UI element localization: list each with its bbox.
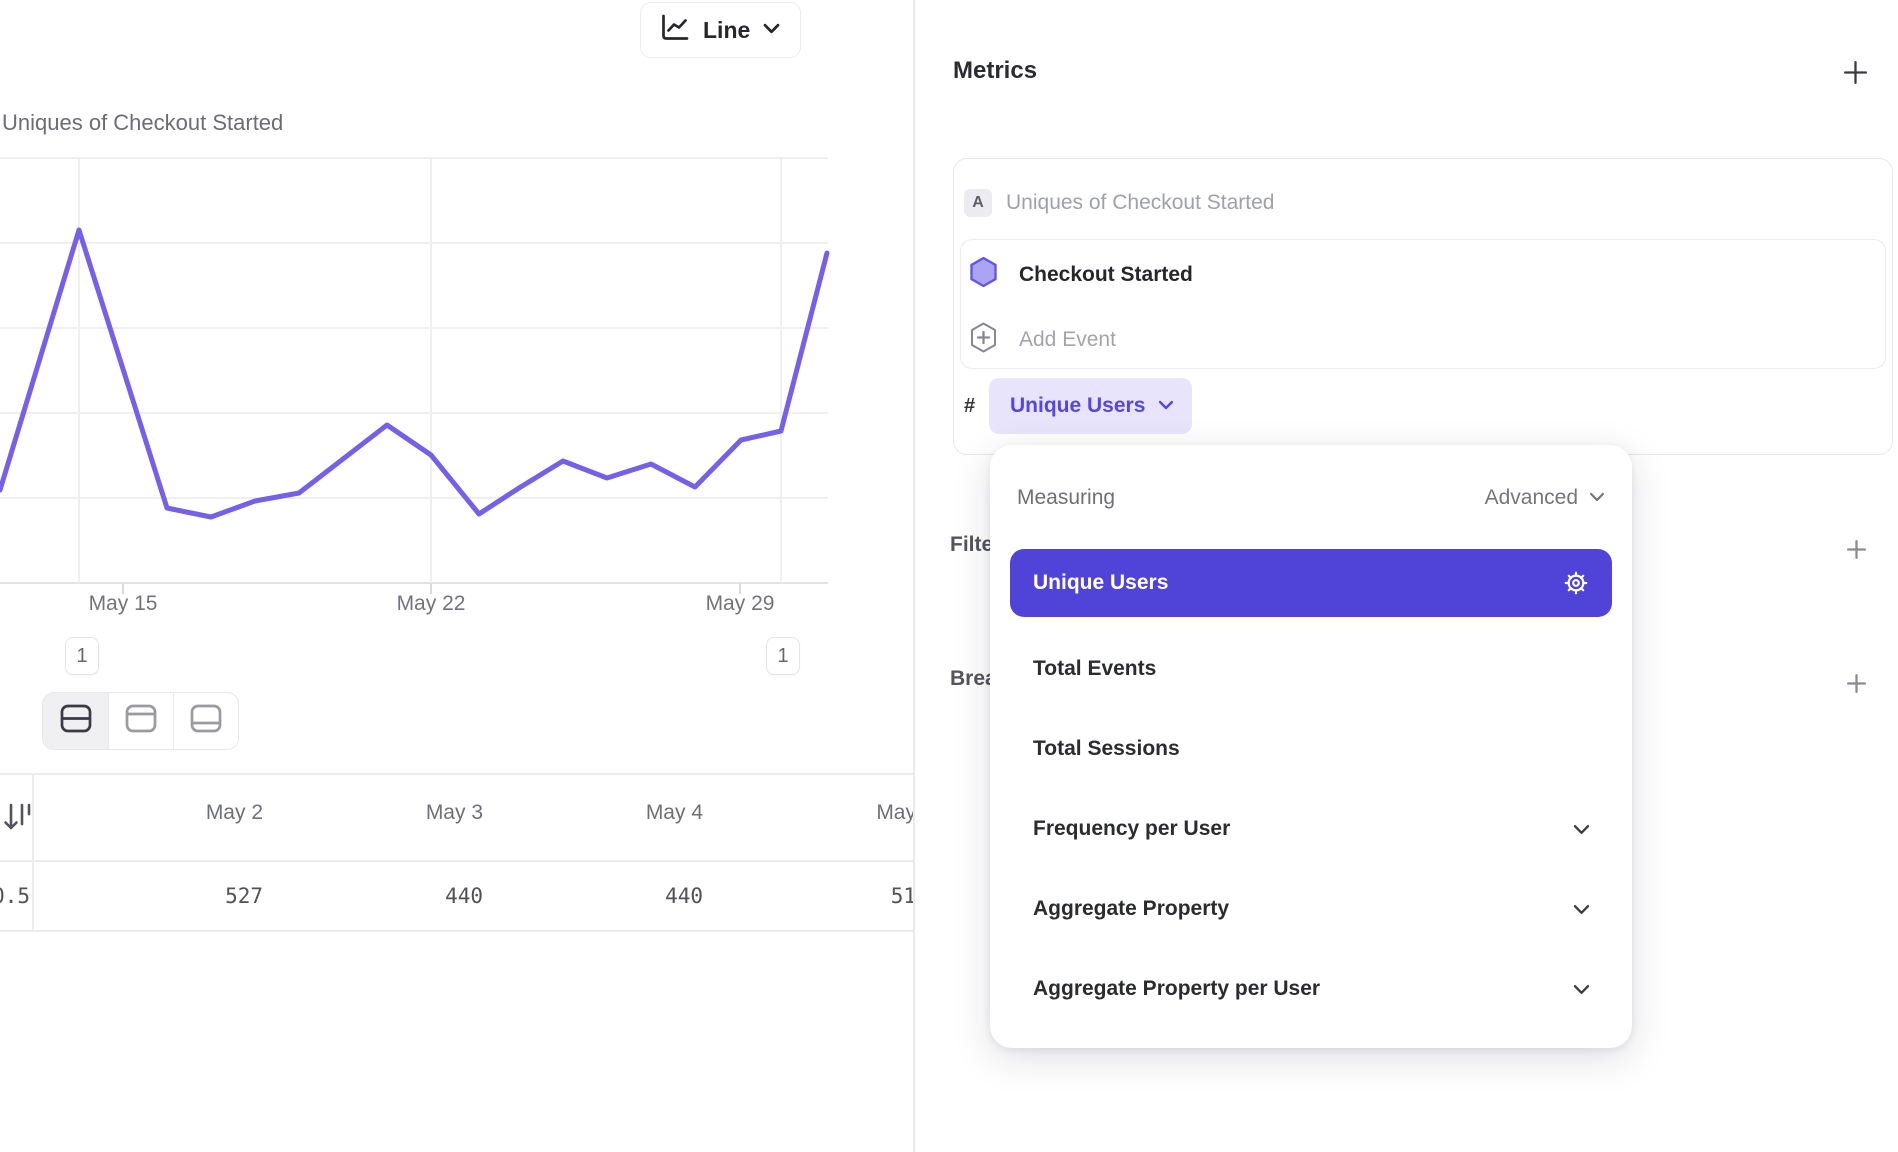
table-header-border — [0, 860, 914, 862]
x-axis-label: May 15 — [53, 592, 193, 616]
measure-hash-symbol: # — [964, 395, 975, 418]
add-metric-button[interactable] — [1842, 59, 1869, 91]
table-column-divider — [32, 773, 34, 932]
add-event-icon[interactable] — [970, 322, 997, 358]
measuring-option-label: Frequency per User — [1033, 817, 1230, 841]
measuring-option-label: Aggregate Property — [1033, 897, 1229, 921]
table-column-header[interactable]: May 2 — [43, 801, 263, 825]
advanced-label: Advanced — [1485, 486, 1578, 510]
metric-card: A Uniques of Checkout Started Checkout S… — [953, 158, 1893, 455]
panel-bottom-icon — [189, 703, 223, 739]
chart-type-button[interactable]: Line — [640, 2, 801, 58]
chevron-down-icon — [763, 21, 780, 39]
measuring-option-aggregate-property-per-user[interactable]: Aggregate Property per User — [1010, 949, 1612, 1029]
gear-icon[interactable] — [1562, 569, 1590, 597]
metric-name-label[interactable]: Uniques of Checkout Started — [1006, 191, 1275, 215]
chart-series-title: Uniques of Checkout Started — [2, 110, 283, 136]
add-breakdown-button[interactable] — [1845, 672, 1868, 700]
panel-divider — [913, 0, 915, 1152]
metric-letter-badge: A — [964, 189, 992, 217]
chevron-down-icon — [1573, 824, 1590, 835]
x-axis-label: May 29 — [670, 592, 810, 616]
measuring-options-list: Unique Users Total Events Total Sessions Fr… — [990, 549, 1632, 1029]
measuring-option-total-sessions[interactable]: Total Sessions — [1010, 709, 1612, 789]
split-horizontal-icon — [59, 703, 93, 739]
add-event-label[interactable]: Add Event — [1019, 328, 1116, 352]
layout-split-view-button[interactable] — [43, 693, 108, 749]
x-axis-label: May 22 — [361, 592, 501, 616]
layout-toggle-group — [42, 692, 239, 750]
chevron-down-icon — [1573, 904, 1590, 915]
checkout-started-line-series[interactable] — [0, 230, 827, 517]
annotation-badge-left[interactable]: 1 — [65, 637, 99, 675]
measurement-chip-label: Unique Users — [1010, 394, 1145, 418]
table-column-header[interactable]: May 3 — [263, 801, 483, 825]
chart-region: Line Uniques of Checkout Started May 15 M… — [0, 0, 914, 1152]
table-row-label: 0.5 — [0, 860, 32, 930]
chevron-down-icon — [1589, 489, 1605, 507]
measurement-dropdown-chip[interactable]: Unique Users — [989, 378, 1192, 434]
measuring-option-label: Total Events — [1033, 657, 1156, 681]
event-name[interactable]: Checkout Started — [1019, 263, 1193, 287]
measuring-option-label: Aggregate Property per User — [1033, 977, 1320, 1001]
measuring-option-aggregate-property[interactable]: Aggregate Property — [1010, 869, 1612, 949]
chevron-down-icon — [1158, 397, 1174, 415]
line-chart-plot[interactable] — [0, 150, 840, 620]
annotation-badge-right[interactable]: 1 — [766, 637, 800, 675]
line-chart-icon — [659, 13, 690, 48]
measuring-option-unique-users[interactable]: Unique Users — [1010, 549, 1612, 617]
table-cell-value: 51 — [696, 884, 914, 908]
measuring-option-total-events[interactable]: Total Events — [1010, 629, 1612, 709]
table-cell-value: 527 — [43, 884, 263, 908]
table-column-header[interactable]: May 4 — [483, 801, 703, 825]
panel-top-icon — [124, 703, 158, 739]
table-cell-value: 440 — [263, 884, 483, 908]
chart-type-label: Line — [703, 17, 750, 44]
table-column-header[interactable]: May — [696, 801, 914, 825]
event-card: Checkout Started Add Event — [960, 239, 1886, 369]
add-filter-button[interactable] — [1845, 538, 1868, 566]
event-hexagon-icon — [970, 256, 997, 294]
measuring-option-label: Unique Users — [1033, 571, 1168, 595]
measuring-dropdown-menu: Measuring Advanced Unique Users Total Eve… — [990, 445, 1632, 1048]
layout-table-only-button[interactable] — [173, 693, 238, 749]
dropdown-header: Measuring Advanced — [1017, 483, 1605, 513]
chevron-down-icon — [1573, 984, 1590, 995]
insights-report-view: Line Uniques of Checkout Started May 15 M… — [0, 0, 1898, 1152]
advanced-mode-toggle[interactable]: Advanced — [1485, 486, 1605, 510]
measuring-option-label: Total Sessions — [1033, 737, 1180, 761]
sort-descending-icon[interactable] — [2, 798, 32, 841]
metrics-section-title: Metrics — [953, 57, 1037, 85]
layout-chart-only-button[interactable] — [108, 693, 173, 749]
measuring-label: Measuring — [1017, 486, 1115, 510]
measuring-option-frequency-per-user[interactable]: Frequency per User — [1010, 789, 1612, 869]
table-top-border — [0, 773, 914, 775]
table-cell-value: 440 — [483, 884, 703, 908]
table-bottom-border — [0, 930, 914, 932]
